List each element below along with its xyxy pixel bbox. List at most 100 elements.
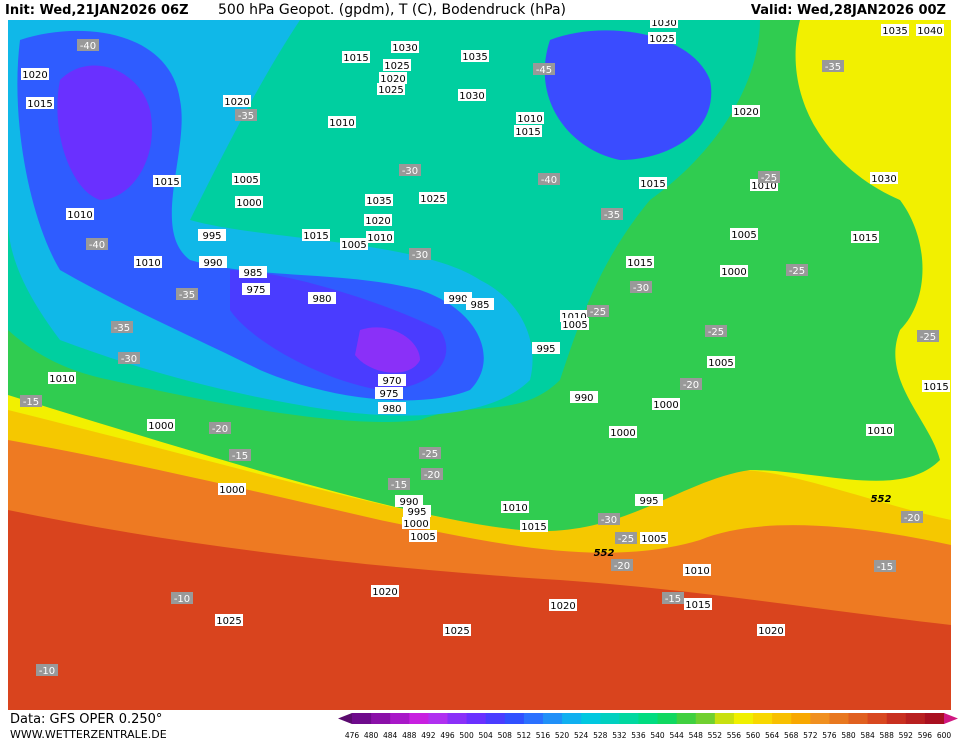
- isotherm-label: -30: [412, 250, 428, 261]
- isobar-label-box: [514, 125, 542, 137]
- isotherm-label: -15: [391, 480, 407, 491]
- isobar-label: 1005: [708, 358, 733, 369]
- isobar-label: 1010: [67, 210, 92, 221]
- isotherm-label-box: [587, 305, 609, 317]
- isobar-label-box: [26, 97, 54, 109]
- scale-label: 508: [498, 731, 513, 740]
- map-field: [8, 20, 951, 710]
- scale-label: 564: [765, 731, 780, 740]
- isobar-label-box: [520, 520, 548, 532]
- isotherm-label-box: [598, 513, 620, 525]
- scale-label: 596: [918, 731, 933, 740]
- isobar-label: 1010: [502, 503, 527, 514]
- scale-label: 584: [860, 731, 875, 740]
- isotherm-label-box: [419, 447, 441, 459]
- isotherm-label: -25: [708, 327, 724, 338]
- isobar-label: 1025: [384, 61, 409, 72]
- isotherm-label: -15: [665, 594, 681, 605]
- isotherm-label-box: [705, 325, 727, 337]
- isobar-label: 980: [312, 294, 331, 305]
- isobar-label: 995: [639, 496, 658, 507]
- isobar-label-box: [383, 59, 411, 71]
- scale-label: 544: [669, 731, 684, 740]
- isobar-label-box: [379, 72, 407, 84]
- scale-swatch: [753, 713, 773, 724]
- scale-label: 588: [880, 731, 895, 740]
- isotherm-label-box: [171, 592, 193, 604]
- data-source: Data: GFS OPER 0.250°: [10, 712, 162, 727]
- isobar-label-box: [609, 426, 637, 438]
- isobar-label-box: [570, 391, 598, 403]
- isotherm-label: -10: [39, 666, 55, 677]
- isobar-label-box: [757, 624, 785, 636]
- isobar-label-box: [419, 192, 447, 204]
- isobar-label-box: [21, 68, 49, 80]
- isobar-label: 1010: [751, 181, 776, 192]
- isobar-label: 1020: [224, 97, 249, 108]
- isobar-label-box: [242, 283, 270, 295]
- isobar-label: 1015: [515, 127, 540, 138]
- isobar-label: 1035: [462, 52, 487, 63]
- scale-swatch: [714, 713, 735, 724]
- isobar-label-box: [866, 424, 894, 436]
- scale-swatch: [791, 713, 811, 724]
- scale-swatch: [638, 713, 659, 724]
- isotherm-label-box: [111, 321, 133, 333]
- isobar-label: 1025: [378, 85, 403, 96]
- scale-swatch: [810, 713, 830, 724]
- isobar-label-box: [881, 24, 909, 36]
- isobar-label: 1020: [550, 601, 575, 612]
- scale-label: 556: [727, 731, 742, 740]
- isotherm-label: -10: [174, 594, 190, 605]
- height-contour-label: 552: [871, 494, 892, 505]
- scale-label: 504: [479, 731, 494, 740]
- isobar-label: 985: [470, 300, 489, 311]
- isobar-label-box: [851, 231, 879, 243]
- isobar-label: 1015: [27, 99, 52, 110]
- isobar-label: 1010: [329, 118, 354, 129]
- isotherm-label: -30: [402, 166, 418, 177]
- isotherm-label-box: [399, 164, 421, 176]
- isobar-label: 1005: [341, 240, 366, 251]
- isobar-label-box: [215, 614, 243, 626]
- scale-swatch: [581, 713, 601, 724]
- isotherm-label-box: [209, 422, 231, 434]
- scale-swatch: [886, 713, 907, 724]
- scale-label: 488: [402, 731, 417, 740]
- isotherm-label-box: [662, 592, 684, 604]
- isotherm-label-box: [77, 39, 99, 51]
- isotherm-label: -40: [541, 175, 557, 186]
- scale-swatch: [848, 713, 869, 724]
- isotherm-label-box: [229, 449, 251, 461]
- isobar-label-box: [235, 196, 263, 208]
- isobar-label-box: [232, 173, 260, 185]
- isobar-label-box: [147, 419, 175, 431]
- isobar-label-box: [732, 105, 760, 117]
- isobar-label-box: [308, 292, 336, 304]
- isotherm-label: -35: [825, 62, 841, 73]
- isotherm-label-box: [36, 664, 58, 676]
- scale-label: 568: [784, 731, 799, 740]
- isobar-label-box: [340, 238, 368, 250]
- isobar-label: 1020: [372, 587, 397, 598]
- isobar-label: 975: [379, 389, 398, 400]
- valid-time: Valid: Wed,28JAN2026 00Z: [751, 3, 946, 18]
- isobar-label: 1005: [731, 230, 756, 241]
- isobar-label-box: [199, 256, 227, 268]
- isotherm-label-box: [421, 468, 443, 480]
- isobar-label: 1000: [653, 400, 678, 411]
- scale-label: 600: [937, 731, 952, 740]
- isobar-label: 1030: [651, 18, 676, 29]
- scale-label: 540: [650, 731, 665, 740]
- isobar-label-box: [198, 229, 226, 241]
- isobar-label-box: [639, 177, 667, 189]
- isotherm-label-box: [533, 63, 555, 75]
- isobar-label-box: [652, 398, 680, 410]
- isobar-label: 1035: [366, 196, 391, 207]
- isobar-label-box: [516, 112, 544, 124]
- isotherm-label: -20: [904, 513, 920, 524]
- isobar-label: 1020: [365, 216, 390, 227]
- isotherm-label: -25: [789, 266, 805, 277]
- scale-label: 552: [708, 731, 723, 740]
